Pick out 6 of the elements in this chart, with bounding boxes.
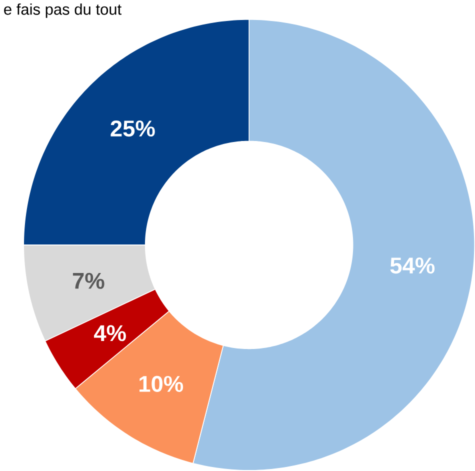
data-label: 54% (390, 258, 435, 274)
data-label: 25% (110, 120, 155, 137)
data-label: 10% (140, 376, 184, 392)
text: e fais pas du tout (4, 4, 122, 18)
data-label: 4% (94, 325, 126, 342)
data-label: 7% (72, 272, 104, 289)
